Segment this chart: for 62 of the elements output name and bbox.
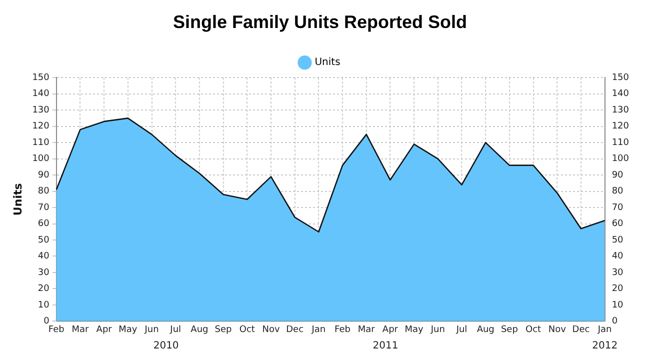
- y-tick-label: 150: [32, 72, 50, 83]
- x-tick-label: Nov: [262, 324, 280, 335]
- x-tick-label: Dec: [286, 324, 304, 335]
- x-tick-label: Jan: [596, 324, 612, 335]
- x-tick-label: Jan: [310, 324, 326, 335]
- y2-tick-label: 0: [612, 316, 618, 327]
- x-tick-label: May: [404, 324, 424, 335]
- y2-tick-label: 20: [612, 284, 624, 294]
- y-tick-label: 90: [38, 170, 50, 180]
- y2-tick-label: 150: [612, 72, 630, 83]
- chart-title: Single Family Units Reported Sold: [172, 12, 468, 32]
- x-tick-label: Feb: [48, 324, 65, 335]
- y-tick-label: 0: [44, 316, 50, 327]
- y-tick-label: 10: [38, 300, 50, 310]
- x-tick-label: Dec: [572, 324, 590, 335]
- y-tick-label: 30: [38, 268, 50, 278]
- x-tick-label: Aug: [190, 324, 208, 335]
- y-tick-label: 100: [32, 154, 50, 164]
- y2-tick-label: 70: [612, 202, 624, 213]
- y2-tick-label: 90: [612, 170, 624, 180]
- y2-tick-label: 100: [612, 154, 630, 164]
- y-axis-title: Units: [11, 182, 24, 216]
- y2-tick-label: 80: [612, 186, 624, 197]
- x-tick-label: Jun: [430, 324, 445, 335]
- text: 2011: [372, 340, 398, 352]
- y-tick-label: 120: [32, 122, 50, 132]
- x-tick-label: Jun: [144, 324, 159, 335]
- y-tick-label: 20: [38, 284, 50, 294]
- y-tick-label: 60: [38, 219, 50, 230]
- y2-tick-label: 50: [612, 235, 624, 246]
- x-tick-label: May: [118, 324, 138, 335]
- y2-tick-label: 40: [612, 252, 624, 262]
- x-tick-label: Sep: [214, 324, 232, 335]
- y-tick-label: 140: [32, 89, 50, 100]
- legend-label: Units: [314, 57, 340, 68]
- y2-tick-label: 130: [612, 105, 630, 116]
- y2-tick-label: 110: [612, 138, 630, 148]
- y2-tick-label: 60: [612, 219, 624, 230]
- x-tick-label: Jul: [169, 324, 182, 335]
- x-tick-label: Apr: [382, 324, 398, 335]
- y2-tick-label: 30: [612, 268, 624, 278]
- y2-tick-label: 120: [612, 122, 630, 132]
- x-tick-label: Sep: [500, 324, 518, 335]
- x-tick-label: Oct: [526, 324, 542, 335]
- y-tick-label: 50: [38, 235, 50, 246]
- y2-tick-label: 140: [612, 89, 630, 100]
- y-tick-label: 110: [32, 138, 50, 148]
- x-tick-label: Mar: [72, 324, 90, 335]
- x-tick-label: Aug: [476, 324, 494, 335]
- y-tick-label: 130: [32, 105, 50, 116]
- y-tick-label: 80: [38, 186, 50, 197]
- x-tick-label: Oct: [239, 324, 256, 335]
- x-tick-label: Feb: [334, 324, 351, 335]
- y-tick-label: 40: [38, 252, 50, 262]
- x-tick-label: Jul: [455, 324, 468, 335]
- y-tick-label: 70: [38, 202, 50, 213]
- x-tick-label: Apr: [96, 324, 112, 335]
- x-tick-label: Nov: [548, 324, 567, 335]
- text: 2012: [592, 340, 618, 352]
- text: 2010: [153, 340, 179, 352]
- y2-tick-label: 10: [612, 300, 624, 310]
- x-tick-label: Mar: [358, 324, 376, 335]
